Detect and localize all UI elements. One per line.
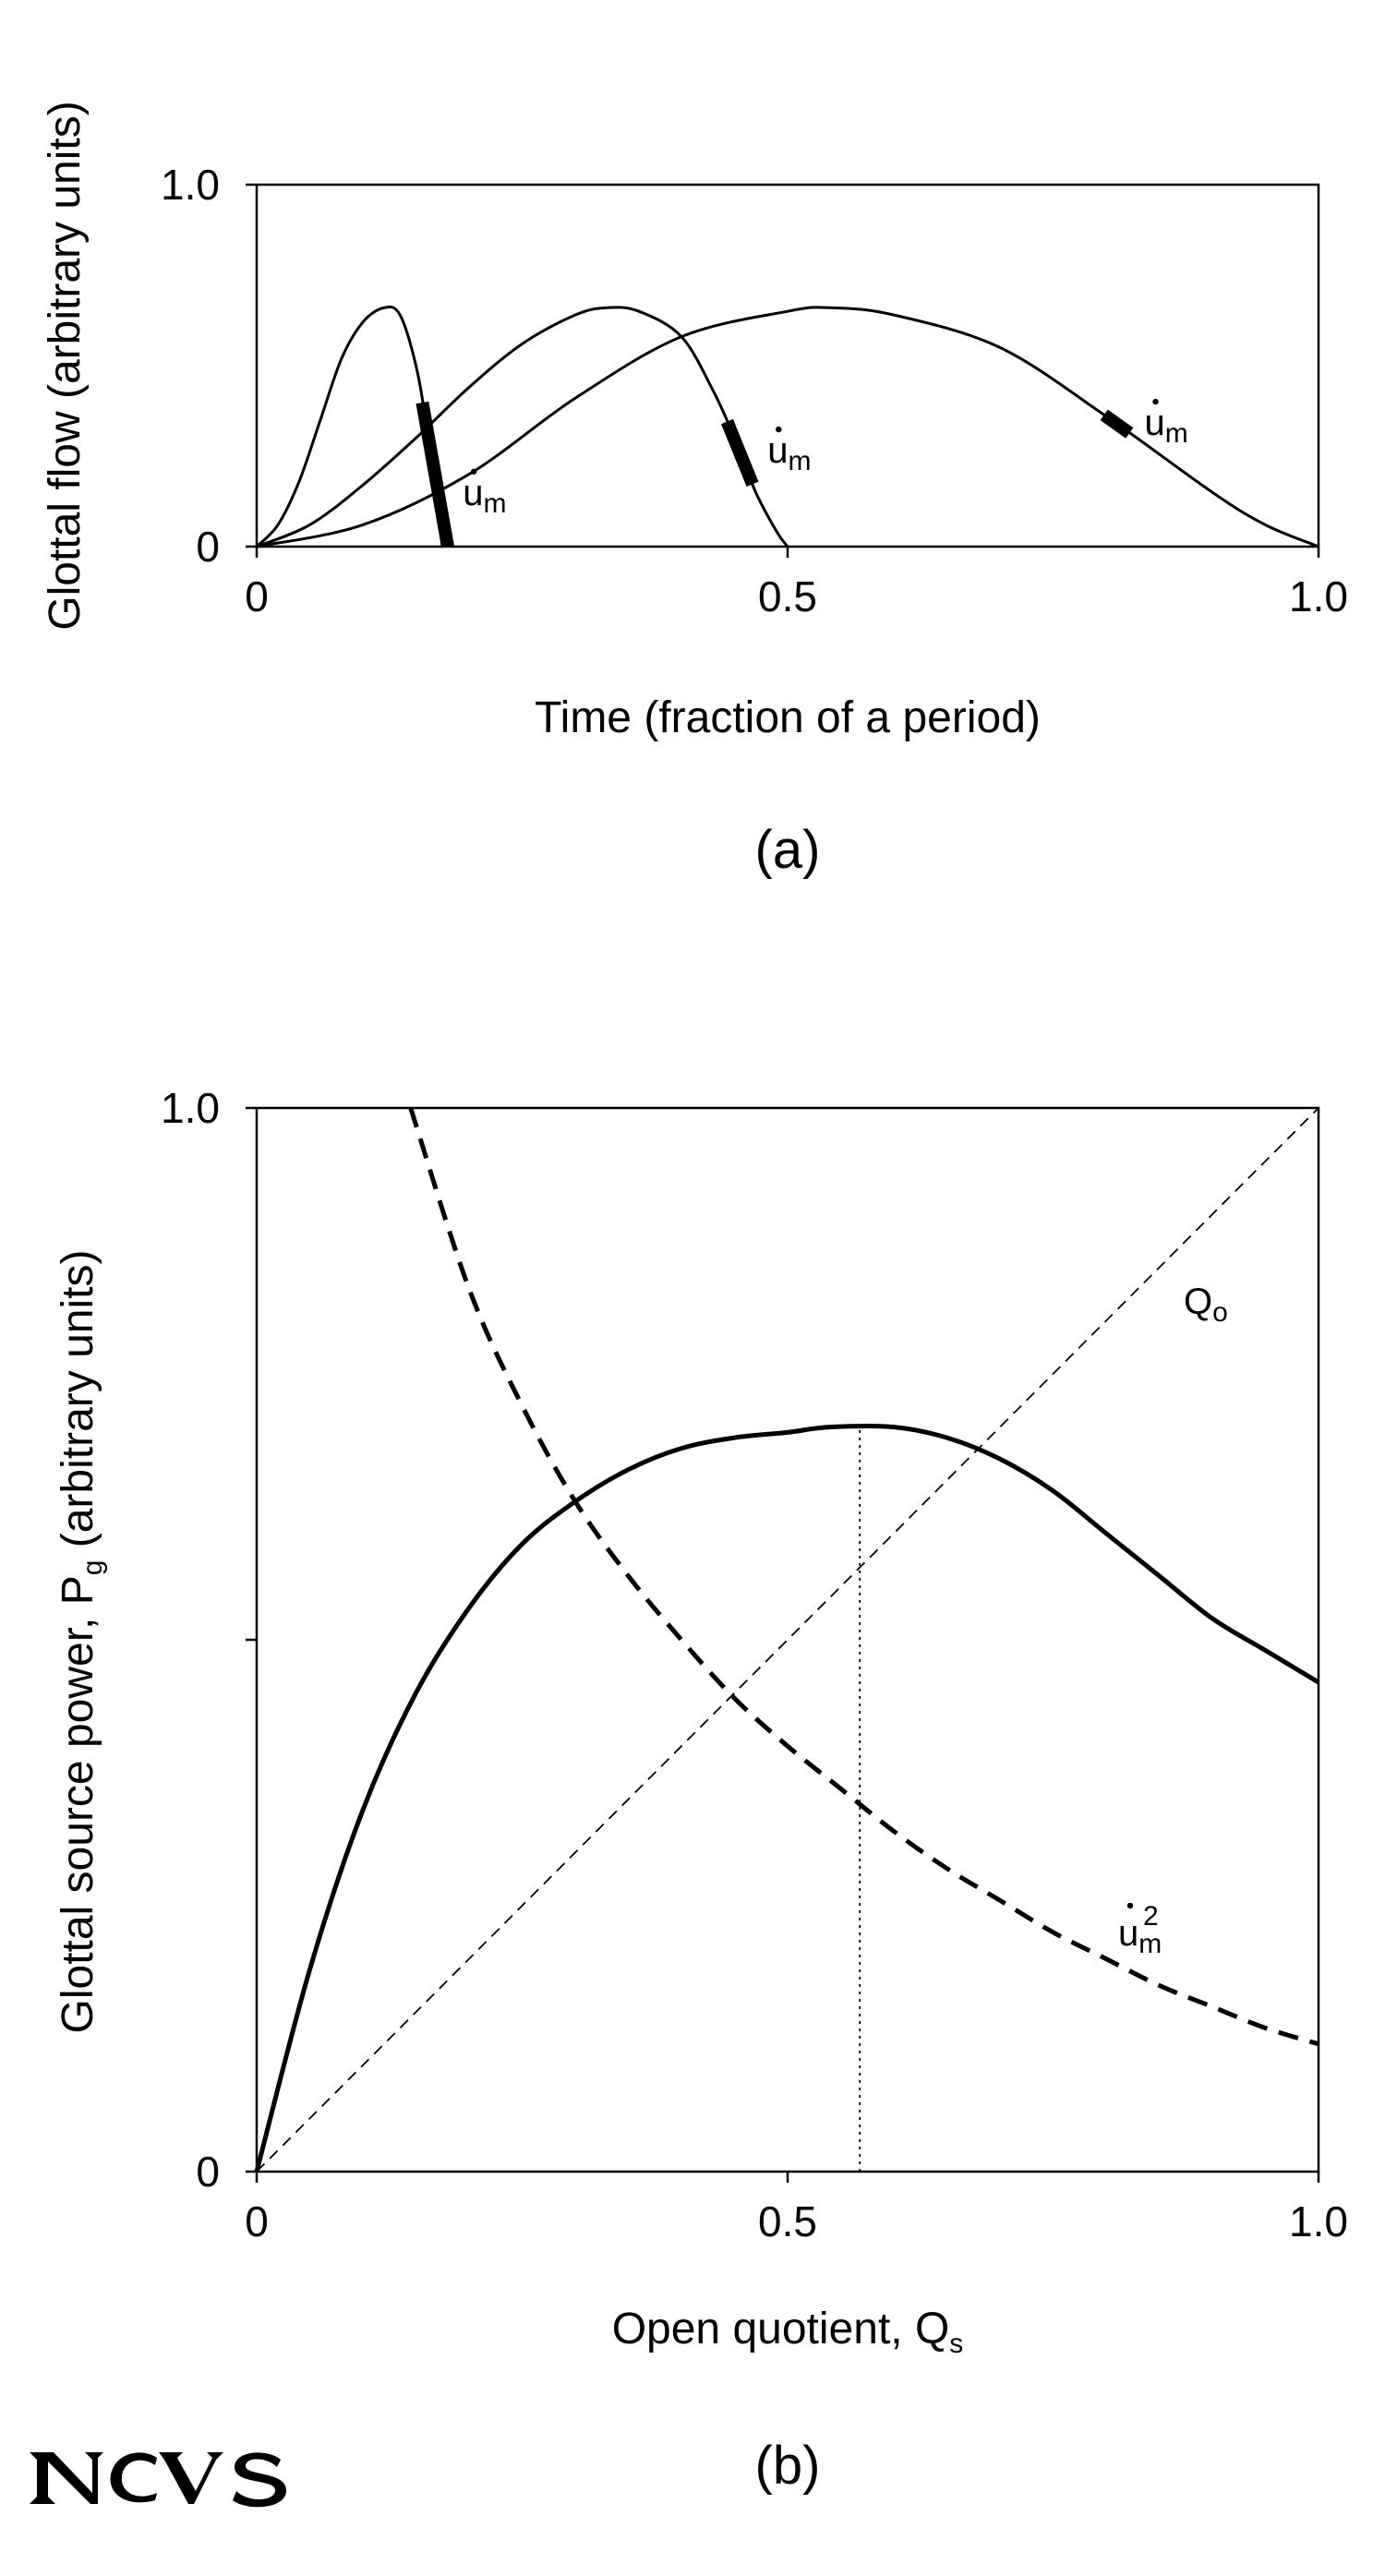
glottal-flow-curve-1 xyxy=(255,305,444,548)
glottal-flow-curve-3 xyxy=(256,306,1319,548)
slope-marker-1 xyxy=(416,401,454,548)
qo-diagonal-line xyxy=(256,1107,1319,2173)
um-squared-curve xyxy=(408,1107,1319,2047)
y-tick-label-b-0: 0 xyxy=(196,2148,220,2196)
tick-labels-a: 0 0.5 1.0 0 1.0 xyxy=(161,161,1348,620)
tick-marks-a xyxy=(246,183,1320,558)
y-tick-label-b-1: 1.0 xyxy=(161,1084,220,1132)
x-tick-label-a-2: 1.0 xyxy=(1289,572,1348,620)
y-axis-title-a: Glottal flow (arbitrary units) xyxy=(41,101,90,631)
y-tick-label-a-1: 1.0 xyxy=(161,161,220,209)
slope-marker-2 xyxy=(720,418,759,488)
x-tick-label-b-2: 1.0 xyxy=(1289,2197,1348,2245)
um-squared-curve-label: um 2 xyxy=(1118,1901,1162,1959)
x-tick-label-b-1: 0.5 xyxy=(758,2197,817,2245)
tick-labels-b: 0 0.5 1.0 0 1.0 xyxy=(161,1084,1348,2245)
um-label-3: um xyxy=(1145,403,1188,449)
x-tick-label-a-0: 0 xyxy=(245,572,269,620)
um-dot-2 xyxy=(776,426,782,433)
um-label-1: um xyxy=(463,473,506,519)
glottal-flow-curve-2 xyxy=(256,306,789,548)
x-axis-title-a: Time (fraction of a period) xyxy=(535,693,1041,742)
um-label-2: um xyxy=(767,430,811,476)
source-power-curve xyxy=(254,1423,1320,2173)
y-axis-title-b: Glottal source power, Pg (arbitrary unit… xyxy=(54,1249,108,2033)
x-axis-title-b: Open quotient, Qs xyxy=(612,2305,964,2359)
y-tick-label-a-0: 0 xyxy=(196,523,220,571)
um-dot-3 xyxy=(1152,398,1159,405)
tick-marks-b xyxy=(246,1106,1320,2183)
panel-label-a: (a) xyxy=(755,820,821,880)
svg-text:2: 2 xyxy=(1143,1901,1159,1932)
qo-curve-label: Qo xyxy=(1184,1282,1228,1328)
panel-b-chart: 0 0.5 1.0 0 1.0 Qo um 2 Open quotient, Qs Gl… xyxy=(54,1084,1348,2496)
um-dot-1 xyxy=(471,468,477,475)
panel-a-chart: 0 0.5 1.0 0 1.0 um um um Time (fraction of a p… xyxy=(41,101,1348,880)
slope-marker-3 xyxy=(1100,409,1134,439)
marker-group-a xyxy=(416,401,1134,548)
annotation-group-a: um um um xyxy=(463,398,1188,519)
x-tick-label-a-1: 0.5 xyxy=(758,572,817,620)
um-squared-dot xyxy=(1126,1902,1134,1909)
svg-text:um: um xyxy=(1118,1913,1162,1959)
panel-label-b: (b) xyxy=(755,2436,821,2496)
series-group-b xyxy=(254,1107,1320,2173)
x-tick-label-b-0: 0 xyxy=(245,2197,269,2245)
ncvs-logo xyxy=(30,2452,287,2508)
